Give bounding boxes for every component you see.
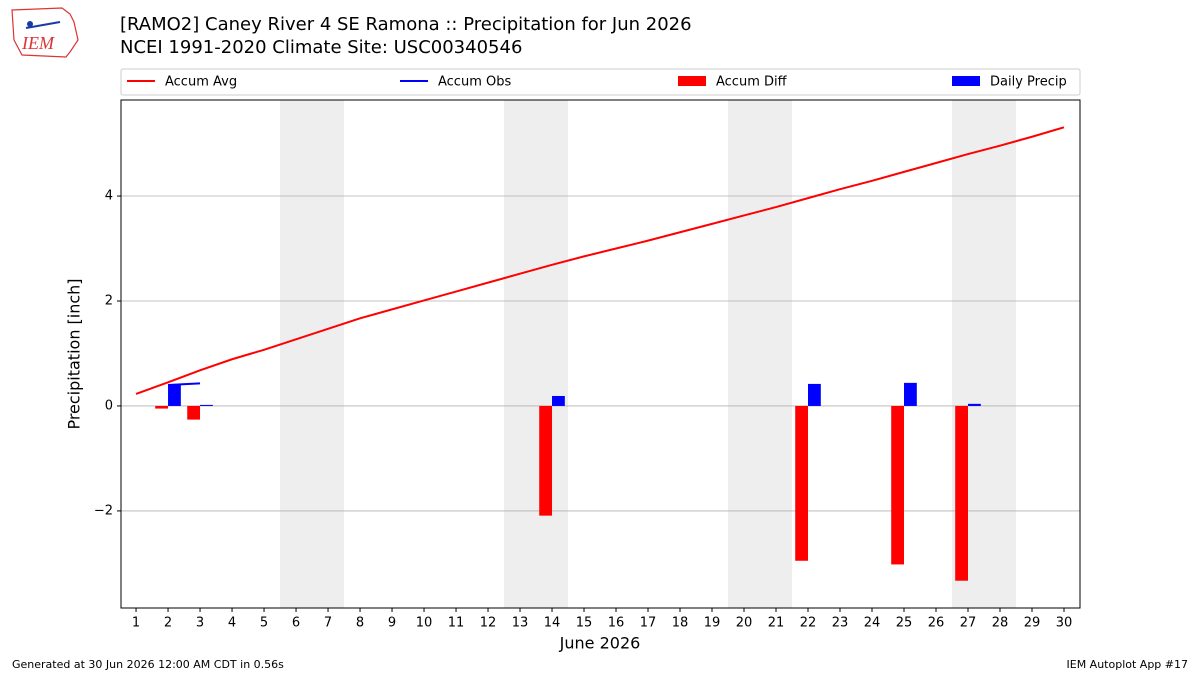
x-tick-label: 9 — [388, 616, 396, 631]
footer-right: IEM Autoplot App #17 — [1067, 658, 1189, 671]
bar — [808, 383, 821, 406]
x-tick-label: 21 — [768, 616, 785, 631]
x-tick-label: 15 — [576, 616, 593, 631]
x-tick-label: 26 — [928, 616, 945, 631]
x-tick-label: 30 — [1056, 616, 1073, 631]
x-tick-label: 19 — [704, 616, 721, 631]
bar — [187, 405, 201, 420]
x-tick-label: 28 — [992, 616, 1009, 631]
x-tick-label: 17 — [640, 616, 657, 631]
legend-swatch — [952, 76, 980, 86]
x-tick-label: 14 — [544, 616, 561, 631]
legend-box — [120, 68, 1081, 96]
y-tick-label: 4 — [105, 189, 113, 204]
legend-swatch — [678, 76, 706, 86]
chart-title: [RAMO2] Caney River 4 SE Ramona :: Preci… — [120, 14, 692, 35]
x-axis-label: June 2026 — [559, 634, 641, 653]
weekend-band — [728, 100, 793, 608]
x-tick-label: 1 — [132, 616, 140, 631]
bar — [904, 382, 917, 406]
x-tick-label: 22 — [800, 616, 817, 631]
x-tick-label: 6 — [292, 616, 300, 631]
bar — [891, 405, 905, 565]
bar — [955, 405, 969, 581]
legend-label: Accum Avg — [165, 75, 237, 90]
x-tick-label: 10 — [416, 616, 433, 631]
weekend-band — [280, 100, 345, 608]
x-tick-label: 20 — [736, 616, 753, 631]
x-tick-label: 25 — [896, 616, 913, 631]
bar — [968, 403, 981, 406]
weekend-band — [504, 100, 569, 608]
x-tick-label: 7 — [324, 616, 332, 631]
y-tick-label: 0 — [105, 398, 113, 413]
x-tick-label: 8 — [356, 616, 364, 631]
x-tick-label: 13 — [512, 616, 529, 631]
x-tick-label: 18 — [672, 616, 689, 631]
plot-frame — [120, 99, 1081, 609]
line — [135, 126, 1065, 395]
x-tick-label: 5 — [260, 616, 268, 631]
bar — [200, 404, 213, 406]
footer-left: Generated at 30 Jun 2026 12:00 AM CDT in… — [12, 658, 284, 671]
x-tick-label: 2 — [164, 616, 172, 631]
x-tick-label: 16 — [608, 616, 625, 631]
x-tick-label: 29 — [1024, 616, 1041, 631]
logo: IEM — [11, 7, 79, 58]
x-tick-label: 11 — [448, 616, 465, 631]
legend-label: Daily Precip — [990, 75, 1067, 90]
x-tick-label: 23 — [832, 616, 849, 631]
y-tick-label: −2 — [94, 503, 113, 518]
legend-label: Accum Diff — [716, 75, 788, 90]
bar — [539, 405, 553, 516]
x-tick-label: 4 — [228, 616, 236, 631]
x-tick-label: 12 — [480, 616, 497, 631]
bar — [552, 395, 565, 406]
bar — [795, 405, 809, 561]
legend-label: Accum Obs — [438, 75, 511, 90]
logo-text: IEM — [21, 33, 55, 53]
line — [167, 382, 201, 386]
x-tick-label: 27 — [960, 616, 977, 631]
chart-subtitle: NCEI 1991-2020 Climate Site: USC00340546 — [120, 37, 522, 58]
x-tick-label: 24 — [864, 616, 881, 631]
bar — [155, 405, 169, 409]
y-tick-label: 2 — [105, 293, 113, 308]
bar — [168, 384, 181, 406]
y-axis-label: Precipitation [inch] — [65, 278, 84, 429]
x-tick-label: 3 — [196, 616, 204, 631]
